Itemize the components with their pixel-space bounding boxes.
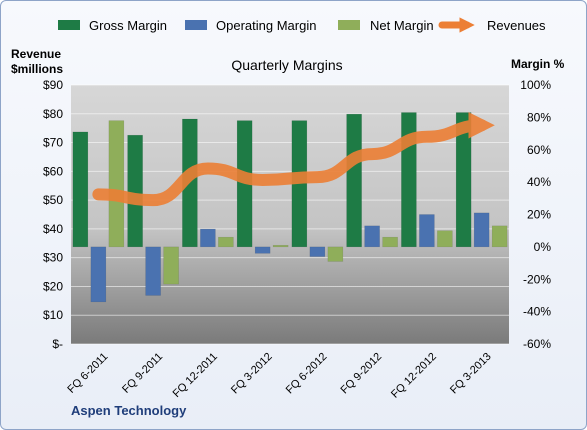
bar-operating-margin bbox=[419, 214, 435, 248]
right-tick-label: -20% bbox=[523, 272, 551, 286]
company-label: Aspen Technology bbox=[71, 403, 187, 418]
left-axis-label-line2: $millions bbox=[11, 62, 63, 76]
left-tick-label: $90 bbox=[43, 78, 63, 92]
legend-swatch-net-margin bbox=[338, 20, 360, 30]
x-tick-label: FQ 6-2012 bbox=[284, 351, 330, 397]
left-tick-label: $70 bbox=[43, 136, 63, 150]
x-axis-labels: FQ 6-2011 FQ 9-2011 FQ 12-2011 FQ 3-2012 FQ … bbox=[65, 351, 493, 401]
bar-operating-margin bbox=[364, 225, 380, 248]
legend-label-revenues: Revenues bbox=[487, 18, 546, 33]
right-tick-label: 40% bbox=[527, 175, 551, 189]
bar-operating-margin bbox=[90, 246, 107, 303]
bar-net-margin bbox=[437, 230, 453, 248]
right-axis-label: Margin % bbox=[511, 57, 565, 71]
bar-net-margin bbox=[108, 120, 125, 248]
bar-net-margin bbox=[218, 236, 234, 248]
bar-operating-margin bbox=[200, 228, 216, 248]
right-tick-label: 80% bbox=[527, 110, 551, 124]
left-tick-label: $40 bbox=[43, 222, 63, 236]
bar-operating-margin bbox=[254, 246, 271, 254]
left-tick-label: $60 bbox=[43, 164, 63, 178]
right-tick-label: 100% bbox=[520, 78, 551, 92]
right-tick-label: 60% bbox=[527, 143, 551, 157]
x-tick-label: FQ 12-2011 bbox=[171, 351, 220, 400]
left-tick-label: $- bbox=[52, 337, 63, 351]
left-tick-label: $80 bbox=[43, 107, 63, 121]
legend-label-net-margin: Net Margin bbox=[370, 18, 434, 33]
legend-label-gross-margin: Gross Margin bbox=[89, 18, 167, 33]
right-tick-label: -40% bbox=[523, 305, 551, 319]
left-tick-label: $30 bbox=[43, 251, 63, 265]
x-tick-label: FQ 9-2011 bbox=[120, 351, 165, 396]
legend-swatch-operating-margin bbox=[185, 20, 207, 30]
bar-operating-margin bbox=[309, 246, 326, 257]
bar-operating-margin bbox=[473, 212, 490, 248]
left-tick-label: $50 bbox=[43, 193, 63, 207]
bar-operating-margin bbox=[145, 246, 161, 296]
right-axis-ticks: -60% -40% -20% 0% 20% 40% 60% 80% 100% bbox=[520, 78, 551, 351]
x-tick-label: FQ 6-2011 bbox=[65, 351, 110, 396]
x-tick-label: FQ 3-2012 bbox=[229, 351, 275, 397]
bar-gross-margin bbox=[346, 113, 362, 248]
bar-gross-margin bbox=[72, 131, 89, 248]
bar-net-margin bbox=[163, 246, 179, 285]
bar-gross-margin bbox=[455, 112, 472, 248]
right-tick-label: -60% bbox=[523, 337, 551, 351]
left-axis-label-line1: Revenue bbox=[11, 47, 61, 61]
legend-label-operating-margin: Operating Margin bbox=[216, 18, 316, 33]
plot-area bbox=[71, 85, 509, 344]
gridlines bbox=[71, 84, 509, 345]
revenues-line bbox=[92, 112, 495, 207]
legend-swatch-gross-margin bbox=[58, 20, 80, 30]
left-tick-label: $10 bbox=[43, 308, 63, 322]
left-axis-ticks: $- $10 $20 $30 $40 $50 $60 $70 $80 $90 bbox=[43, 78, 63, 351]
bar-net-margin bbox=[382, 236, 398, 248]
x-tick-label: FQ 9-2012 bbox=[339, 351, 385, 397]
bar-gross-margin bbox=[127, 134, 143, 248]
bar-net-margin bbox=[491, 225, 508, 248]
x-tick-label: FQ 12-2012 bbox=[389, 351, 439, 401]
bar-net-margin bbox=[272, 245, 289, 248]
legend: Gross Margin Operating Margin Net Margin… bbox=[58, 17, 546, 33]
left-tick-label: $20 bbox=[43, 279, 63, 293]
right-tick-label: 0% bbox=[534, 240, 552, 254]
right-tick-label: 20% bbox=[527, 208, 551, 222]
bar-net-margin bbox=[327, 246, 344, 262]
bars bbox=[72, 112, 508, 303]
chart-title: Quarterly Margins bbox=[231, 57, 342, 73]
x-tick-label: FQ 3-2013 bbox=[448, 351, 494, 397]
